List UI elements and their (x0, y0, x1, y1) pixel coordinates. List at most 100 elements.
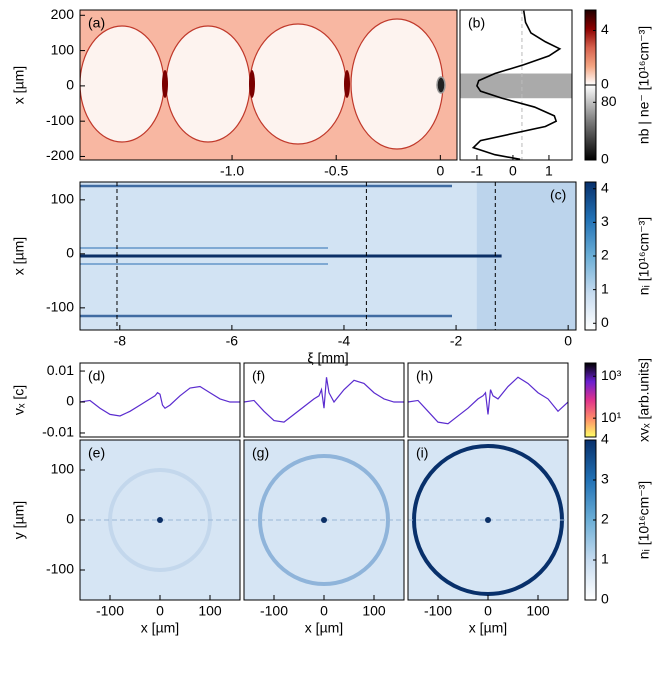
x-tick-label: 0 (484, 603, 492, 619)
x-axis-label: x [µm] (469, 620, 507, 636)
colorbar-tick-label: 1 (601, 551, 609, 567)
x-axis-label: x [µm] (305, 620, 343, 636)
colorbar-tick-label: 4 (601, 431, 609, 447)
panel-label: (f) (252, 368, 265, 384)
x-tick-label: 100 (198, 603, 222, 619)
colorbar (584, 9, 597, 86)
plasma-bubble (350, 18, 444, 150)
x-tick-label: 0 (509, 163, 517, 179)
y-tick-label: -0.01 (42, 424, 74, 440)
data-line (408, 376, 568, 425)
x-tick-label: -100 (424, 603, 452, 619)
y-tick-label: -200 (46, 147, 74, 163)
x-tick-label: 100 (526, 603, 550, 619)
colorbar-tick-label: 1 (601, 280, 609, 296)
y-tick-label: 0 (66, 511, 74, 527)
colorbar-tick-label: 10¹ (601, 409, 622, 425)
colorbar-tick-label: 4 (601, 179, 609, 195)
x-tick-label: 100 (362, 603, 386, 619)
plasma-bubble (165, 25, 251, 143)
y-axis-label: y [µm] (11, 501, 27, 539)
plot-area (408, 440, 568, 600)
x-tick-label: -6 (226, 333, 239, 349)
plot-frame (79, 9, 458, 161)
y-tick-label: 100 (51, 191, 75, 207)
density-spike (344, 70, 350, 98)
panel-label: (h) (416, 368, 433, 384)
x-axis-label: x [µm] (141, 620, 179, 636)
panel-label: (b) (468, 15, 485, 31)
plot-area (244, 377, 404, 423)
center-spot (157, 517, 163, 523)
panel-label: (d) (88, 368, 105, 384)
colorbar-label: nᵢ [10¹⁶cm⁻³] (636, 481, 652, 559)
x-tick-label: -2 (450, 333, 463, 349)
colorbar-tick-label: 0 (601, 76, 609, 92)
panel-label: (c) (550, 187, 566, 203)
plot-area (80, 385, 240, 417)
plot-frame (243, 362, 405, 438)
data-line (471, 10, 562, 160)
x-tick-label: -1.0 (220, 163, 244, 179)
x-tick-label: 1 (545, 163, 553, 179)
density-spike (162, 70, 168, 98)
y-tick-label: 200 (51, 6, 75, 22)
y-tick-label: 0 (66, 393, 74, 409)
x-tick-label: 0 (156, 603, 164, 619)
plot-area (408, 376, 568, 425)
colorbar-tick-label: 0 (601, 591, 609, 607)
x-tick-label: 0 (436, 163, 444, 179)
colorbar-tick-label: 80 (601, 93, 617, 109)
plasma-bubble (249, 23, 347, 145)
y-tick-label: 0.01 (47, 362, 74, 378)
plot-frame (459, 9, 573, 161)
colorbar (584, 362, 597, 438)
plot-frame (407, 362, 569, 438)
colorbar-tick-label: 2 (601, 247, 609, 263)
y-tick-label: 100 (51, 41, 75, 57)
drive-bunch (436, 76, 446, 94)
y-tick-label: -100 (46, 112, 74, 128)
y-axis-label: x [µm] (11, 66, 27, 104)
x-axis-label: ξ [mm] (307, 350, 348, 366)
colorbar-label: xvₓ [arb.units] (636, 358, 652, 442)
y-tick-label: 0 (66, 245, 74, 261)
colorbar-tick-label: 2 (601, 511, 609, 527)
x-tick-label: 0 (564, 333, 572, 349)
panel-label: (a) (88, 15, 105, 31)
plot-frame (79, 181, 577, 331)
center-spot (321, 517, 327, 523)
panel-label: (e) (88, 445, 105, 461)
x-tick-label: -1 (471, 163, 484, 179)
data-line (244, 377, 404, 423)
shaded-band (460, 73, 572, 99)
x-tick-label: -8 (114, 333, 127, 349)
colorbar-tick-label: 0 (601, 314, 609, 330)
y-tick-label: -100 (46, 561, 74, 577)
colorbar (584, 84, 597, 161)
x-tick-label: 0 (320, 603, 328, 619)
panel-label: (g) (252, 445, 269, 461)
x-tick-label: -0.5 (324, 163, 348, 179)
y-axis-label: vₓ [c] (11, 385, 27, 415)
x-tick-label: -4 (338, 333, 351, 349)
x-tick-label: -100 (260, 603, 288, 619)
y-axis-label: x [µm] (11, 237, 27, 275)
plot-area (460, 10, 572, 160)
y-tick-label: 0 (66, 77, 74, 93)
colorbar-tick-label: 10³ (601, 367, 622, 383)
center-spot (485, 517, 491, 523)
x-tick-label: -100 (96, 603, 124, 619)
colorbar-tick-label: 0 (601, 151, 609, 167)
plot-frame (79, 362, 241, 438)
data-line (80, 385, 240, 417)
plot-area (80, 10, 457, 160)
y-tick-label: 100 (51, 461, 75, 477)
plasma-bubble (80, 25, 165, 143)
panel-label: (i) (416, 445, 428, 461)
colorbar-tick-label: 4 (601, 21, 609, 37)
colorbar-label: nᵢ [10¹⁶cm⁻³] (636, 217, 652, 295)
plot-area (244, 440, 404, 600)
colorbar-tick-label: 3 (601, 471, 609, 487)
